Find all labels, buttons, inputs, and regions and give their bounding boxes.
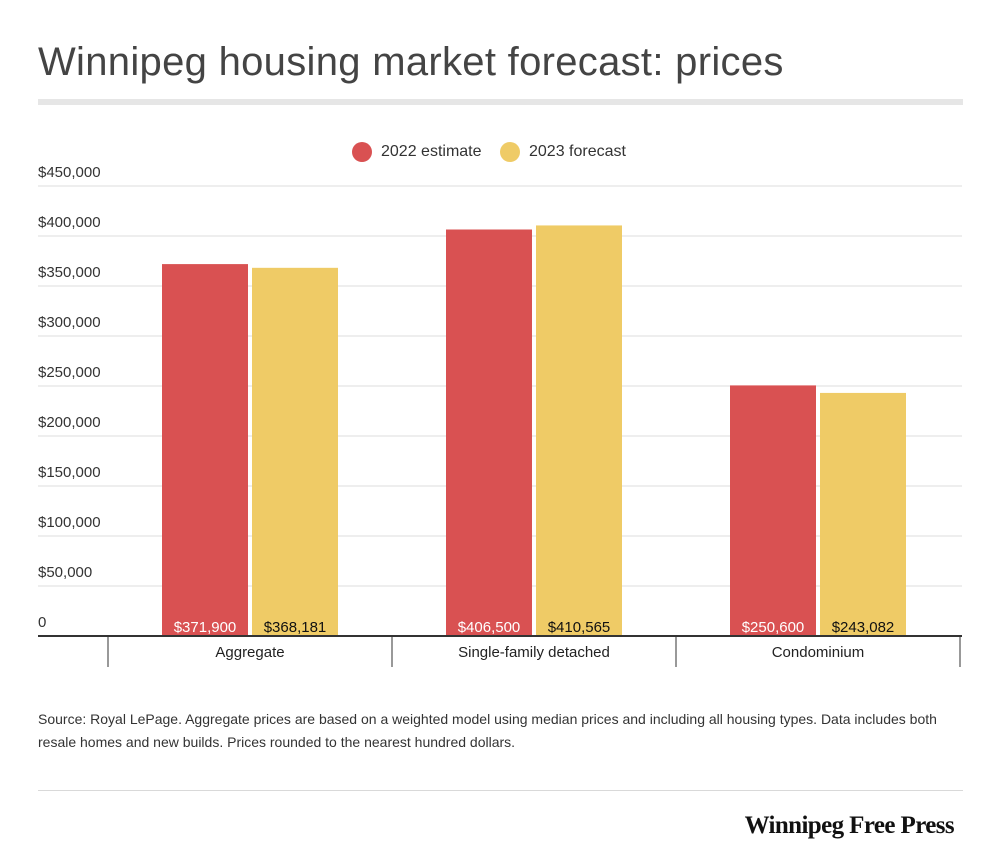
legend-swatch-2022 <box>352 142 372 162</box>
chart-title: Winnipeg housing market forecast: prices <box>38 40 784 84</box>
y-tick-label: $150,000 <box>38 464 101 481</box>
bar <box>446 229 532 636</box>
y-tick-label: $100,000 <box>38 514 101 531</box>
y-tick-label: $450,000 <box>38 164 101 181</box>
bar <box>162 264 248 636</box>
legend-label-2022: 2022 estimate <box>381 143 482 160</box>
x-tick-label: Single-family detached <box>458 644 610 661</box>
y-tick-label: 0 <box>38 614 46 631</box>
bar <box>536 225 622 636</box>
y-tick-label: $50,000 <box>38 564 92 581</box>
bar-value-label: $371,900 <box>174 619 237 636</box>
y-tick-label: $400,000 <box>38 214 101 231</box>
brand-logo: Winnipeg Free Press <box>744 812 955 839</box>
title-divider <box>38 99 963 105</box>
legend-item-2023: 2023 forecast <box>500 142 626 162</box>
bar-value-label: $250,600 <box>742 619 805 636</box>
y-tick-label: $350,000 <box>38 264 101 281</box>
bar <box>820 392 906 636</box>
legend-swatch-2023 <box>500 142 520 162</box>
footer-divider <box>38 790 963 791</box>
legend-item-2022: 2022 estimate <box>352 142 482 162</box>
y-tick-label: $250,000 <box>38 364 101 381</box>
bar-value-label: $410,565 <box>548 619 611 636</box>
x-tick-label: Condominium <box>772 644 865 661</box>
bar-value-label: $243,082 <box>832 619 895 636</box>
bar-value-label: $406,500 <box>458 619 521 636</box>
y-tick-label: $200,000 <box>38 414 101 431</box>
bar <box>730 385 816 636</box>
legend-label-2023: 2023 forecast <box>529 143 626 160</box>
bar <box>252 267 338 636</box>
y-tick-label: $300,000 <box>38 314 101 331</box>
source-note: Source: Royal LePage. Aggregate prices a… <box>38 711 937 750</box>
bar-chart: 0 $50,000 $100,000 $150,000 $200,000 $250,000… <box>38 164 962 667</box>
bar-value-label: $368,181 <box>264 619 327 636</box>
legend: 2022 estimate 2023 forecast <box>0 142 1000 166</box>
x-tick-label: Aggregate <box>215 644 284 661</box>
